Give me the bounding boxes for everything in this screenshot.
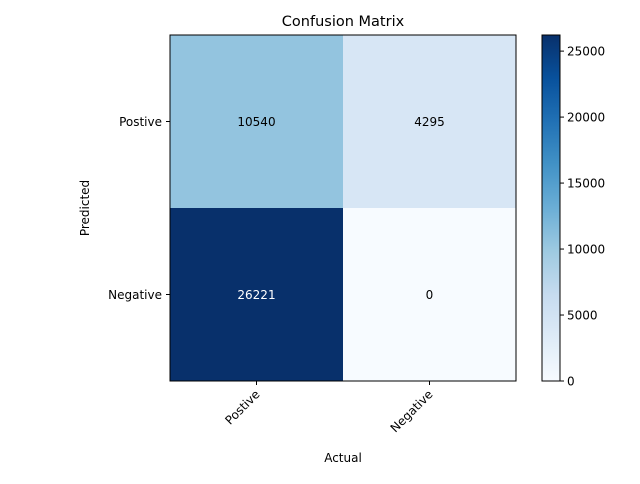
colorbar-tick-label: 5000	[567, 309, 598, 323]
cell-value-label: 4295	[414, 115, 445, 129]
colorbar-tick-label: 25000	[567, 45, 605, 59]
chart-title: Confusion Matrix	[282, 14, 405, 30]
colorbar-tick-label: 15000	[567, 177, 605, 191]
y-axis-label: Predicted	[78, 180, 92, 236]
heatmap-cells	[170, 35, 516, 381]
x-axis-label: Actual	[324, 451, 362, 465]
colorbar-tick-label: 20000	[567, 111, 605, 125]
y-tick-label: Negative	[108, 288, 162, 302]
heatmap-cell	[170, 35, 343, 208]
x-tick-label: Postive	[222, 387, 262, 427]
cell-value-label: 26221	[237, 288, 275, 302]
plot-frame	[169, 34, 517, 382]
heatmap-cell	[343, 35, 516, 208]
x-tick-label: Negative	[388, 387, 436, 435]
y-tick-label: Postive	[119, 115, 162, 129]
cell-value-labels: 10540 4295 26221 0	[237, 115, 444, 302]
y-axis-ticks: Postive Negative	[108, 115, 170, 302]
heatmap-cell	[343, 208, 516, 381]
colorbar-tick-label: 0	[567, 375, 575, 389]
colorbar	[541, 34, 561, 382]
colorbar-ticks: 0 5000 10000 15000 20000 25000	[560, 45, 605, 389]
x-axis-ticks: Postive Negative	[222, 381, 436, 435]
cell-value-label: 0	[426, 288, 434, 302]
heatmap-cell	[170, 208, 343, 381]
cell-value-label: 10540	[237, 115, 275, 129]
colorbar-tick-label: 10000	[567, 243, 605, 257]
